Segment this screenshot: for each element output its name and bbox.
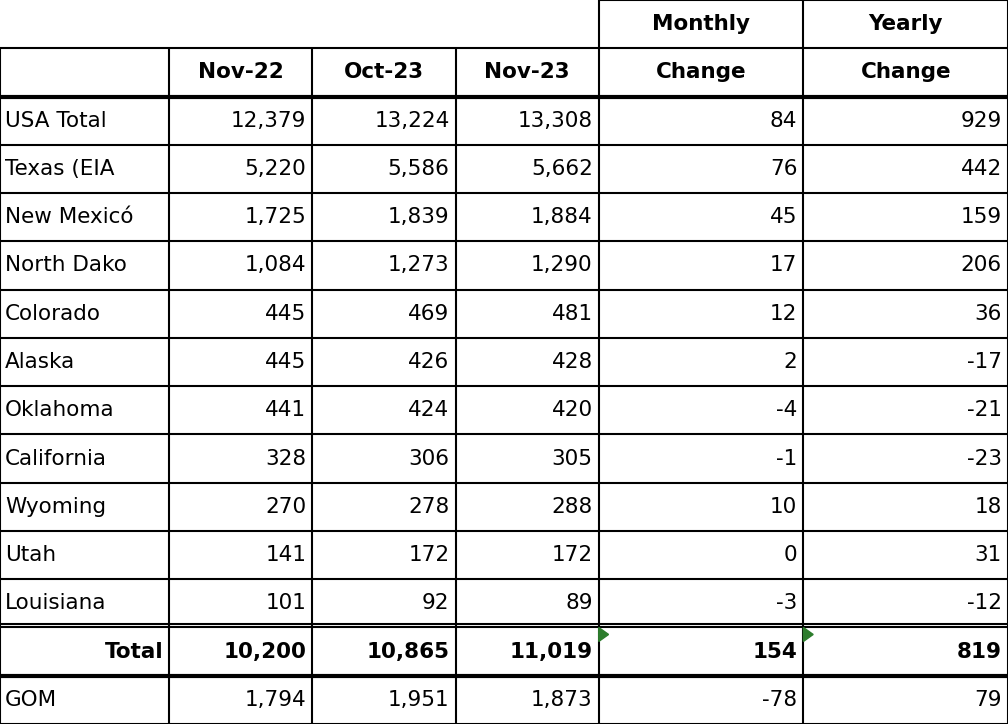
Text: -21: -21 [967,400,1002,420]
Text: Change: Change [861,62,951,83]
Text: 11,019: 11,019 [510,641,593,662]
Text: -12: -12 [967,594,1002,613]
Text: 141: 141 [265,545,306,565]
Text: 89: 89 [565,594,593,613]
Text: 13,224: 13,224 [374,111,450,130]
Text: -17: -17 [967,352,1002,372]
Text: Utah: Utah [5,545,56,565]
Text: 79: 79 [975,690,1002,710]
Text: 0: 0 [784,545,797,565]
Text: Total: Total [105,641,163,662]
Text: North Dako: North Dako [5,256,127,275]
Text: 424: 424 [408,400,450,420]
Text: 84: 84 [770,111,797,130]
Text: 10,865: 10,865 [367,641,450,662]
Text: Yearly: Yearly [869,14,942,34]
Text: Colorado: Colorado [5,304,101,324]
Text: Nov-22: Nov-22 [198,62,284,83]
Text: 12: 12 [770,304,797,324]
Text: 172: 172 [551,545,593,565]
Text: 76: 76 [770,159,797,179]
Text: 17: 17 [770,256,797,275]
Text: Nov-23: Nov-23 [485,62,570,83]
Text: Alaska: Alaska [5,352,76,372]
Text: 159: 159 [961,207,1002,227]
Text: Monthly: Monthly [652,14,750,34]
Text: 426: 426 [408,352,450,372]
Text: New Mexicó: New Mexicó [5,207,133,227]
Text: Louisiana: Louisiana [5,594,107,613]
Text: 445: 445 [265,352,306,372]
Text: Oct-23: Oct-23 [344,62,424,83]
Polygon shape [599,628,609,641]
Text: 5,586: 5,586 [388,159,450,179]
Text: 420: 420 [551,400,593,420]
Text: -78: -78 [762,690,797,710]
Text: 172: 172 [408,545,450,565]
Text: 1,839: 1,839 [388,207,450,227]
Text: -4: -4 [776,400,797,420]
Text: 441: 441 [265,400,306,420]
Text: 101: 101 [265,594,306,613]
Text: 442: 442 [961,159,1002,179]
Text: USA Total: USA Total [5,111,107,130]
Text: 1,794: 1,794 [245,690,306,710]
Text: 306: 306 [408,449,450,468]
Text: 428: 428 [551,352,593,372]
Text: 929: 929 [961,111,1002,130]
Text: 1,873: 1,873 [531,690,593,710]
Text: GOM: GOM [5,690,57,710]
Text: 481: 481 [551,304,593,324]
Text: Oklahoma: Oklahoma [5,400,115,420]
Text: 445: 445 [265,304,306,324]
Text: 270: 270 [265,497,306,517]
Text: 154: 154 [753,641,797,662]
Text: 1,273: 1,273 [388,256,450,275]
Text: 36: 36 [975,304,1002,324]
Text: 288: 288 [551,497,593,517]
Text: 1,951: 1,951 [388,690,450,710]
Text: -1: -1 [776,449,797,468]
Text: 5,662: 5,662 [531,159,593,179]
Text: 469: 469 [408,304,450,324]
Text: -23: -23 [967,449,1002,468]
Text: Change: Change [656,62,746,83]
Text: 819: 819 [957,641,1002,662]
Text: 10,200: 10,200 [224,641,306,662]
Text: 206: 206 [961,256,1002,275]
Text: Texas (EIA: Texas (EIA [5,159,115,179]
Text: Wyoming: Wyoming [5,497,106,517]
Text: 12,379: 12,379 [231,111,306,130]
Text: 305: 305 [551,449,593,468]
Polygon shape [803,628,813,641]
Text: 92: 92 [422,594,450,613]
Text: 18: 18 [975,497,1002,517]
Text: 1,084: 1,084 [245,256,306,275]
Text: 45: 45 [770,207,797,227]
Text: 2: 2 [783,352,797,372]
Text: 1,884: 1,884 [531,207,593,227]
Text: 328: 328 [265,449,306,468]
Text: 5,220: 5,220 [245,159,306,179]
Text: 278: 278 [408,497,450,517]
Text: 13,308: 13,308 [518,111,593,130]
Text: 31: 31 [975,545,1002,565]
Text: 1,725: 1,725 [245,207,306,227]
Text: 10: 10 [770,497,797,517]
Text: California: California [5,449,107,468]
Text: 1,290: 1,290 [531,256,593,275]
Text: -3: -3 [776,594,797,613]
